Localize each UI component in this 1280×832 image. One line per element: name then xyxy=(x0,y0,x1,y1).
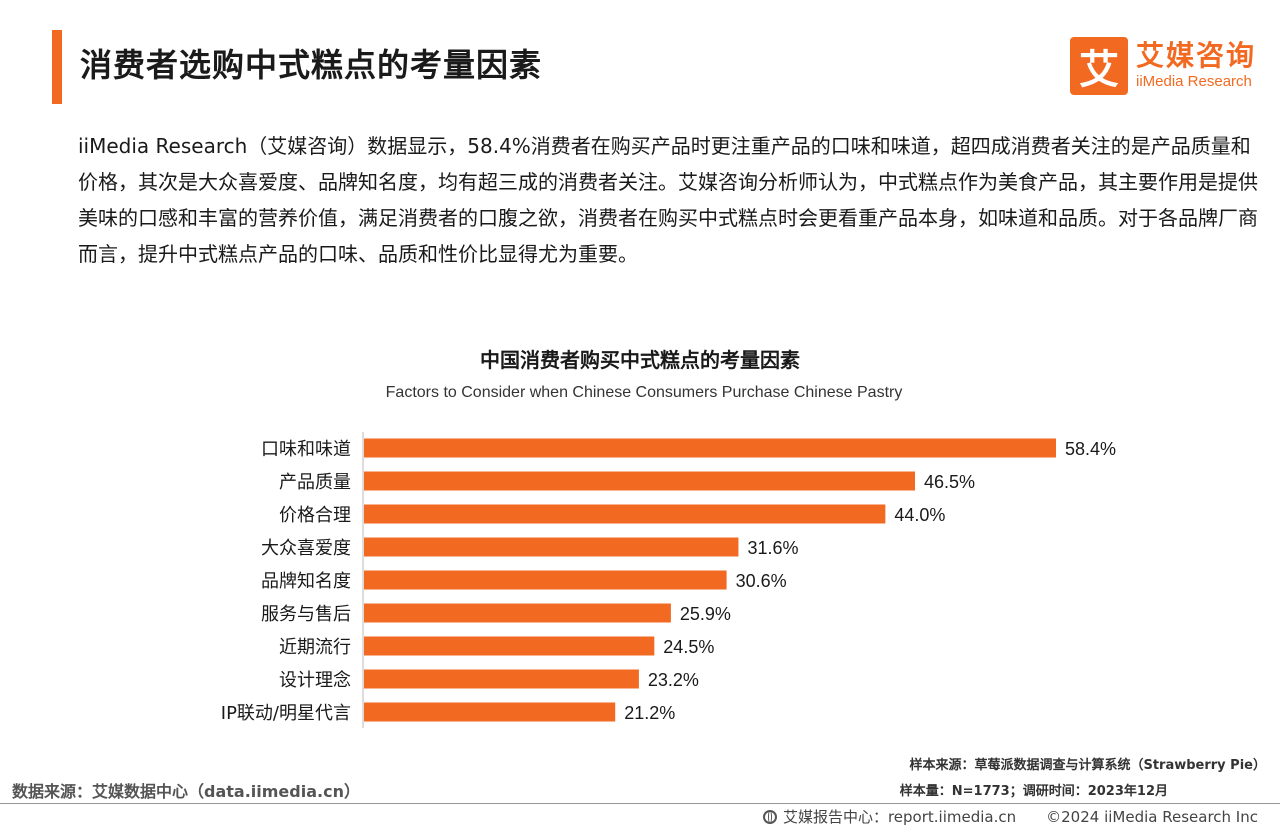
copyright-text: ©2024 iiMedia Research Inc xyxy=(1046,807,1258,826)
bar xyxy=(364,669,639,689)
chart-title: 中国消费者购买中式糕点的考量因素 xyxy=(480,348,800,372)
bar xyxy=(364,570,727,590)
category-label: 口味和味道 xyxy=(261,439,351,460)
data-label: 23.2% xyxy=(648,670,699,690)
bar xyxy=(364,537,739,557)
data-label: 58.4% xyxy=(1065,439,1116,459)
globe-icon xyxy=(762,809,777,824)
data-label: 25.9% xyxy=(680,604,731,624)
data-label: 31.6% xyxy=(747,538,798,558)
sample-source-note: 样本来源：草莓派数据调查与计算系统（Strawberry Pie） xyxy=(909,758,1266,773)
bar xyxy=(364,702,616,722)
data-label: 46.5% xyxy=(924,472,975,492)
data-label: 24.5% xyxy=(663,637,714,657)
footer-divider xyxy=(0,803,1280,804)
page-title: 消费者选购中式糕点的考量因素 xyxy=(80,46,543,84)
iimedia-logo: 艾 艾媒咨询 iiMedia Research xyxy=(1069,34,1256,98)
bar xyxy=(364,636,655,656)
category-label: 近期流行 xyxy=(279,637,351,658)
category-label: 服务与售后 xyxy=(261,604,351,625)
data-source-note: 数据来源：艾媒数据中心（data.iimedia.cn） xyxy=(12,782,360,801)
data-label: 30.6% xyxy=(736,571,787,591)
bar xyxy=(364,603,671,623)
category-label: 产品质量 xyxy=(279,472,351,493)
title-accent-bar xyxy=(52,30,62,104)
category-label: 设计理念 xyxy=(279,669,351,691)
logo-english-name: iiMedia Research xyxy=(1135,73,1252,90)
data-label: 21.2% xyxy=(624,703,675,723)
sample-size-note: 样本量：N=1773；调研时间：2023年12月 xyxy=(899,784,1168,799)
footer: 艾媒报告中心：report.iimedia.cn ©2024 iiMedia R… xyxy=(762,806,1258,827)
analysis-paragraph: iiMedia Research（艾媒咨询）数据显示，58.4%消费者在购买产品… xyxy=(78,134,1258,266)
category-label: IP联动/明星代言 xyxy=(221,703,351,724)
bar xyxy=(364,471,915,491)
logo-mark: 艾 xyxy=(1069,37,1128,95)
report-center-link[interactable]: 艾媒报告中心：report.iimedia.cn xyxy=(782,808,1017,826)
data-label: 44.0% xyxy=(894,505,945,525)
bar xyxy=(364,504,886,524)
category-label: 大众喜爱度 xyxy=(261,538,351,559)
category-label: 价格合理 xyxy=(279,505,351,526)
category-label: 品牌知名度 xyxy=(261,571,351,592)
bar-chart: 口味和味道 58.4% 产品质量 46.5% 价格合理 44.0% 大众喜爱度 31.6% 品牌… xyxy=(221,432,1116,728)
chart-subtitle: Factors to Consider when Chinese Consume… xyxy=(385,384,903,401)
logo-chinese-name: 艾媒咨询 xyxy=(1135,39,1256,72)
bar xyxy=(364,438,1056,458)
